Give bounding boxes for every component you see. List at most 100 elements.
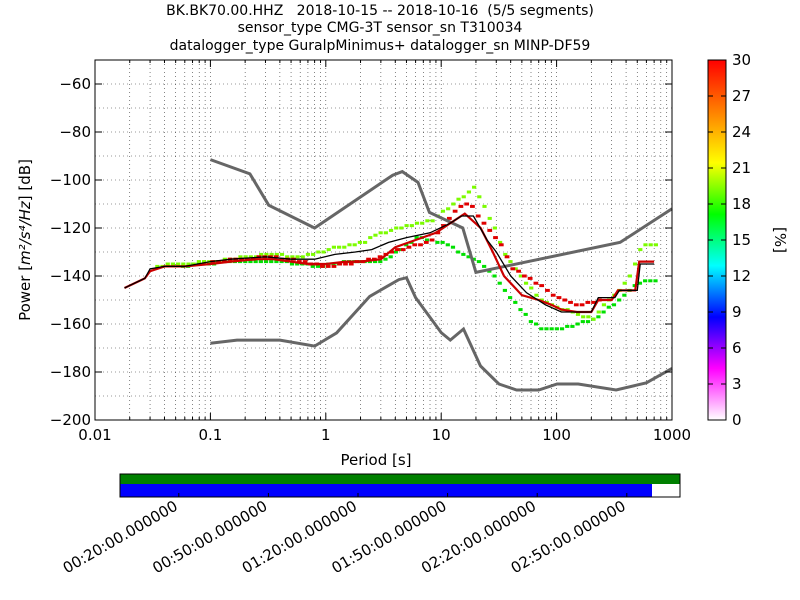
psd-cell-red <box>331 264 337 268</box>
psd-cell-red <box>412 243 418 247</box>
psd-cell-red <box>464 202 470 206</box>
psd-cell-lightgreen <box>378 231 383 235</box>
psd-cell-red <box>481 221 487 225</box>
psd-cell-lightgreen <box>326 248 331 252</box>
psd-cell-red <box>556 296 562 300</box>
psd-cell-red <box>395 248 400 252</box>
psd-cell-green <box>482 264 487 268</box>
psd-cell-green <box>378 260 383 264</box>
timeline: 00:20:00.00000000:50:00.00000001:20:00.0… <box>60 473 681 577</box>
psd-cell-green <box>570 324 575 328</box>
psd-cell-lightgreen <box>373 233 378 237</box>
x-axis-label: Period [s] <box>340 451 411 469</box>
psd-cell-red <box>504 255 510 259</box>
psd-cell-lightgreen <box>201 260 207 264</box>
psd-cell-lightgreen <box>368 236 373 240</box>
psd-cell-green <box>471 257 476 261</box>
psd-cell-lightgreen <box>331 245 337 249</box>
psd-cell-red <box>429 238 435 242</box>
psd-cell-red <box>579 303 585 307</box>
psd-cell-lightgreen <box>295 255 300 259</box>
psd-cell-green <box>274 260 279 264</box>
y-axis-label-prefix: Power [ <box>16 265 34 321</box>
x-tick-label: 0.01 <box>78 426 111 444</box>
psd-cell-green <box>372 260 378 264</box>
psd-cell-green <box>435 240 440 244</box>
psd-cell-green <box>606 305 611 309</box>
psd-cell-lightgreen <box>383 231 388 235</box>
psd-cell-red <box>527 276 533 280</box>
psd-cell-green <box>617 298 622 302</box>
psd-cell-green <box>622 293 627 297</box>
psd-cell-red <box>343 262 348 266</box>
psd-cell-green <box>263 260 269 264</box>
psd-cell-lightgreen <box>238 255 243 259</box>
psd-cell-green <box>513 300 518 304</box>
psd-cell-green <box>388 255 393 259</box>
psd-cell-lightgreen <box>477 195 482 199</box>
psd-cell-lightgreen <box>492 226 497 230</box>
psd-cell-lightgreen <box>269 252 274 256</box>
psd-cell-green <box>523 312 528 316</box>
timeline-bar-blue <box>120 484 652 497</box>
psd-cell-green <box>393 250 398 254</box>
psd-cell-green <box>611 303 617 307</box>
psd-cell-lightgreen <box>243 255 248 259</box>
psd-cell-red <box>545 288 550 292</box>
psd-cell-lightgreen <box>253 255 259 259</box>
psd-cell-red <box>521 274 527 278</box>
psd-cell-lightgreen <box>196 260 201 264</box>
colorbar-ticks: 0 3 6 9 12 15 18 21 24 27 30 <box>708 51 751 429</box>
timeline-bar-green <box>120 474 680 484</box>
psd-cell-lightgreen <box>274 252 279 256</box>
psd-cell-lightgreen <box>248 255 253 259</box>
psd-cell-lightgreen <box>638 248 643 252</box>
psd-cell-red <box>493 236 498 240</box>
psd-cell-red <box>279 257 285 261</box>
psd-cell-lightgreen <box>347 243 352 247</box>
psd-cell-lightgreen <box>497 240 503 244</box>
psd-cell-lightgreen <box>300 255 305 259</box>
title-line-3: datalogger_type GuralpMinimus+ datalogge… <box>169 38 591 54</box>
psd-cell-lightgreen <box>414 221 420 225</box>
x-tick-label: 10 <box>432 426 451 444</box>
psd-cell-red <box>389 250 395 254</box>
psd-cell-green <box>383 257 388 261</box>
psd-cell-lightgreen <box>388 228 394 232</box>
psd-cell-red <box>296 260 302 264</box>
psd-cell-lightgreen <box>305 252 311 256</box>
psd-cell-green <box>549 327 554 331</box>
psd-cell-lightgreen <box>176 262 181 266</box>
x-tick-label: 1000 <box>653 426 691 444</box>
psd-cell-red <box>446 216 452 220</box>
timeline-frame <box>119 473 681 498</box>
y-tick-label: −120 <box>50 219 91 237</box>
psd-cell-green <box>248 260 253 264</box>
psd-cell-green <box>533 322 539 326</box>
psd-cell-red <box>441 224 446 228</box>
colorbar-tick-label: 27 <box>732 87 751 105</box>
psd-cell-lightgreen <box>430 219 435 223</box>
psd-cell-lightgreen <box>259 252 264 256</box>
psd-cell-lightgreen <box>191 262 196 266</box>
psd-cell-green <box>539 327 544 331</box>
psd-cell-lightgreen <box>586 315 591 319</box>
colorbar-tick-label: 0 <box>732 411 742 429</box>
y-tick-label: −160 <box>50 315 91 333</box>
colorbar-tick-label: 3 <box>732 375 742 393</box>
psd-cell-red <box>377 255 383 259</box>
psd-cell-green <box>258 260 263 264</box>
psd-cell-red <box>273 255 279 259</box>
psd-cell-lightgreen <box>337 245 342 249</box>
psd-cell-lightgreen <box>466 190 472 194</box>
psd-cell-green <box>508 296 513 300</box>
psd-cell-green <box>528 320 533 324</box>
colorbar-tick-label: 24 <box>732 123 751 141</box>
psd-cell-green <box>585 320 591 324</box>
psd-cell-lightgreen <box>399 226 404 230</box>
plot-frame <box>94 59 673 421</box>
psd-cell-green <box>544 327 549 331</box>
psd-cell-green <box>632 284 637 288</box>
psd-cell-lightgreen <box>279 252 285 256</box>
psd-cell-green <box>461 252 466 256</box>
